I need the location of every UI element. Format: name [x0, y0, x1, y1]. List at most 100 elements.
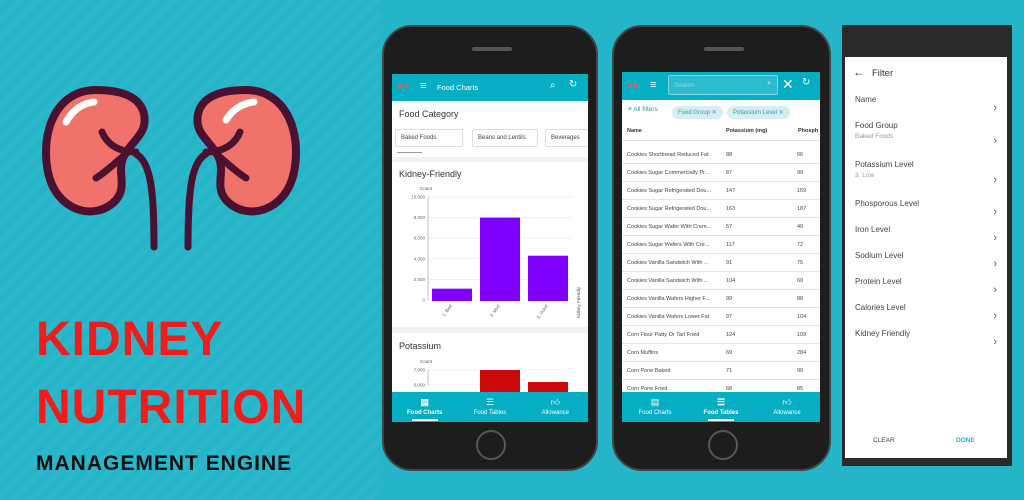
nav-food-charts[interactable]: ▤ Food Charts [622, 392, 688, 422]
back-arrow-icon[interactable]: ← [853, 65, 865, 79]
chart-title: Potassium [399, 341, 442, 351]
table-cell: Corn Pone Fried [627, 386, 668, 392]
menu-icon[interactable]: ≡ [420, 80, 427, 92]
table-cell: Cookies Sugar Commercially Pr... [627, 170, 710, 176]
remove-icon[interactable]: ✕ [711, 110, 717, 116]
filter-item[interactable]: Name › [855, 95, 997, 121]
bar[interactable] [528, 255, 568, 340]
chevron-right-icon: › [993, 258, 997, 270]
y-tick-label: 6,000 [414, 383, 426, 388]
search-icon[interactable]: ⌕ [550, 80, 556, 91]
bar[interactable] [480, 217, 520, 340]
menu-icon[interactable]: ≡ [650, 79, 657, 91]
column-header[interactable]: Potassium (mg) [726, 128, 768, 134]
app-bar: ●● ≡ Search ▼ ✕ ↻ [622, 72, 820, 100]
table-row[interactable]: Cookies Vanilla Wafers Higher F... 99 88 [622, 290, 820, 308]
table-cell: 40 [797, 224, 804, 230]
table-cell: 97 [726, 314, 733, 320]
list-icon: ☰ [716, 397, 726, 407]
promo-subtitle: MANAGEMENT ENGINE [36, 452, 293, 475]
table-row[interactable]: Cookies Sugar Wafer With Crem... 57 40 [622, 218, 820, 236]
chip-label: Potassium Level [733, 110, 778, 116]
category-chip[interactable]: Beverages [545, 129, 588, 147]
table-cell: 88 [797, 296, 804, 302]
table-cell: Cookies Vanilla Wafers Higher F... [627, 296, 710, 302]
filter-item[interactable]: Iron Level › [855, 225, 997, 251]
filter-item-label: Iron Level [855, 225, 891, 234]
y-tick-label: 2,000 [414, 277, 426, 282]
nav-allowance[interactable]: 👍︎ Allowance [523, 392, 588, 422]
bar[interactable] [432, 288, 472, 340]
refresh-icon[interactable]: ↻ [802, 77, 811, 88]
filter-item[interactable]: Protein Level › [855, 277, 997, 303]
column-header[interactable]: Name [627, 128, 642, 134]
table-row[interactable]: Cookies Vanilla Sandwich With ... 104 60 [622, 272, 820, 290]
nav-label: Food Charts [406, 410, 443, 416]
table-cell: 109 [797, 332, 807, 338]
bar[interactable] [528, 382, 568, 392]
dropdown-icon[interactable]: ▼ [766, 81, 772, 87]
bottom-nav: ▤ Food Charts ☰ Food Tables 👍︎ Allowance [392, 392, 588, 422]
filter-item-label: Name [855, 95, 877, 104]
table-row[interactable]: Corn Muffins 69 284 [622, 344, 820, 362]
remove-icon[interactable]: ✕ [778, 110, 784, 116]
table-cell: 57 [726, 224, 733, 230]
clear-button[interactable]: CLEAR [873, 437, 895, 444]
filter-item[interactable]: Potassium Level 3. Low › [855, 160, 997, 199]
x-tick-label: 3. Good [536, 303, 550, 319]
filter-title: Filter [872, 68, 894, 79]
table-row[interactable]: Cookies Sugar Refrigerated Dou... 163 187 [622, 200, 820, 218]
filter-chip-potassium-level[interactable]: Potassium Level ✕ [727, 106, 790, 119]
refresh-icon[interactable]: ↻ [569, 79, 578, 90]
nav-food-tables[interactable]: ☰ Food Tables [457, 392, 522, 422]
nav-allowance[interactable]: 👍︎ Allowance [754, 392, 820, 422]
table-row[interactable]: Cookies Sugar Wafers With Cre... 117 72 [622, 236, 820, 254]
kidneys-icon [42, 85, 300, 251]
table-cell: Cookies Sugar Refrigerated Dou... [627, 188, 712, 194]
table-row[interactable]: Corn Flour Patty Or Tart Fried 124 109 [622, 326, 820, 344]
table-cell: 66 [797, 152, 804, 158]
column-header[interactable]: Phosph [798, 128, 819, 134]
nav-label: Allowance [773, 410, 801, 416]
table-cell: 91 [726, 260, 733, 266]
table-row[interactable]: Cookies Sugar Commercially Pr... 87 99 [622, 164, 820, 182]
chevron-right-icon: › [993, 232, 997, 244]
app-title: Food Charts [437, 83, 479, 92]
table-cell: 88 [726, 152, 733, 158]
table-cell: 117 [726, 242, 735, 248]
filter-item-label: Phosporous Level [855, 199, 920, 208]
nav-food-charts[interactable]: ▤ Food Charts [392, 392, 457, 422]
filter-bar: ≡ All filters Food Group ✕ Potassium Lev… [622, 100, 820, 122]
bar[interactable] [480, 370, 520, 392]
filter-item-label: Potassium Level [855, 160, 914, 169]
table-row[interactable]: Cookies Shortbread Reduced Fat 88 66 [622, 146, 820, 164]
table-row[interactable]: Cookies Sugar Refrigerated Dou... 147 169 [622, 182, 820, 200]
search-placeholder: Search [674, 82, 695, 89]
filter-item[interactable]: Phosporous Level › [855, 199, 997, 225]
table-row[interactable]: Corn Pone Baked 71 90 [622, 362, 820, 380]
category-chip[interactable]: Beans and Lentils [472, 129, 538, 147]
chart-icon: ▤ [650, 397, 660, 407]
all-filters-button[interactable]: ≡ All filters [628, 106, 658, 113]
table-row[interactable]: Cookies Vanilla Wafers Lower Fat 97 104 [622, 308, 820, 326]
background-pattern [0, 0, 380, 500]
filter-chip-food-group[interactable]: Food Group ✕ [672, 106, 723, 119]
nav-food-tables[interactable]: ☰ Food Tables [688, 392, 754, 422]
chevron-right-icon: › [993, 284, 997, 296]
app-logo-icon: ●● [627, 80, 640, 91]
table-cell: 104 [797, 314, 807, 320]
filter-screen: ← Filter Name › Food Group Baked Foods › Pota… [845, 57, 1007, 458]
search-input[interactable]: Search ▼ [668, 75, 778, 95]
table-row[interactable]: Corn Pone Fried 68 85 [622, 380, 820, 392]
y-tick-label: 8,000 [414, 215, 426, 220]
table-cell: 99 [797, 170, 804, 176]
table-row[interactable]: Cookies Vanilla Sandwich With ... 91 75 [622, 254, 820, 272]
filter-item-label: Calories Level [855, 303, 906, 312]
close-icon[interactable]: ✕ [782, 76, 794, 92]
filter-item[interactable]: Food Group Baked Foods › [855, 121, 997, 160]
category-chip[interactable]: Baked Foods [395, 129, 463, 147]
filter-item[interactable]: Sodium Level › [855, 251, 997, 277]
done-button[interactable]: DONE [956, 437, 975, 444]
filter-item[interactable]: Kidney Friendly › [855, 329, 997, 355]
filter-item[interactable]: Calories Level › [855, 303, 997, 329]
